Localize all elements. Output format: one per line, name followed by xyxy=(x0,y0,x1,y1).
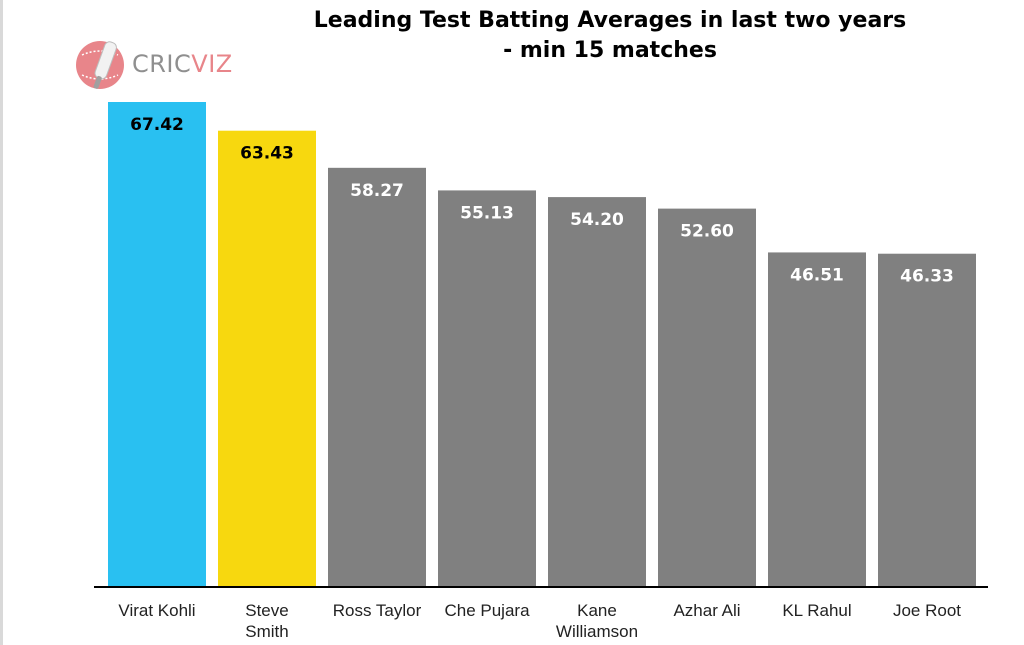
chart-title-line-1: Leading Test Batting Averages in last tw… xyxy=(313,8,907,33)
cricviz-logo: CRICVIZ xyxy=(74,37,234,93)
x-tick-label: Azhar Ali xyxy=(673,601,740,620)
bar-value-label: 58.27 xyxy=(350,181,404,201)
bar-value-label: 54.20 xyxy=(570,210,624,230)
x-tick-label: Smith xyxy=(245,622,288,641)
bar-value-label: 46.51 xyxy=(790,265,844,285)
x-tick-label: KL Rahul xyxy=(782,601,851,620)
left-frame-border xyxy=(0,0,3,645)
bar xyxy=(878,253,976,587)
x-tick-label: Virat Kohli xyxy=(118,601,195,620)
bar xyxy=(658,208,756,588)
chart-title: Leading Test Batting Averages in last tw… xyxy=(250,6,970,66)
x-tick-label: Kane xyxy=(577,601,617,620)
bar xyxy=(218,130,316,587)
x-tick-label: Steve xyxy=(245,601,288,620)
bar xyxy=(108,102,206,587)
bar xyxy=(768,252,866,587)
x-tick-label: Williamson xyxy=(556,622,638,641)
x-tick-label: Ross Taylor xyxy=(333,601,422,620)
bar-value-label: 46.33 xyxy=(900,267,954,287)
bar-value-label: 67.42 xyxy=(130,115,184,135)
x-tick-label: Joe Root xyxy=(893,601,961,620)
x-tick-label: Che Pujara xyxy=(444,601,530,620)
logo-text-main: CRIC xyxy=(132,50,192,78)
bar-value-label: 52.60 xyxy=(680,222,734,242)
chart-title-line-2: - min 15 matches xyxy=(503,38,717,63)
bar xyxy=(548,197,646,587)
bar xyxy=(328,167,426,587)
logo-wordmark: CRICVIZ xyxy=(132,50,233,78)
logo-text-accent: VIZ xyxy=(191,50,233,78)
cricket-ball-bat-icon xyxy=(76,41,124,89)
bar-value-label: 55.13 xyxy=(460,203,514,223)
bar-value-label: 63.43 xyxy=(240,144,294,164)
bar xyxy=(438,190,536,587)
